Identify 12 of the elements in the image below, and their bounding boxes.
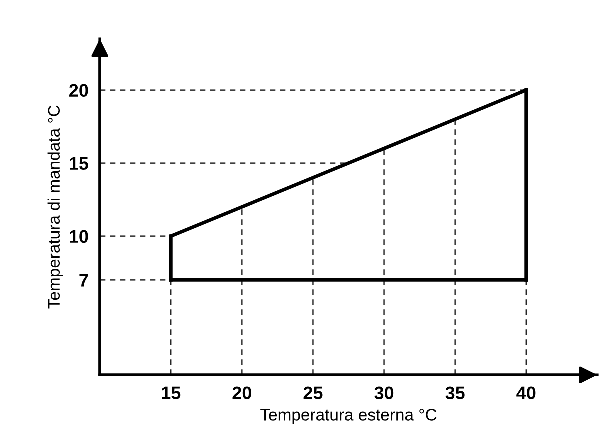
- x-tick-label: 20: [232, 386, 252, 400]
- y-tick-label: 20: [70, 84, 88, 98]
- x-tick-label: 15: [162, 386, 181, 400]
- x-tick-label: 25: [304, 386, 323, 400]
- x-axis-title: Temperatura esterna °C: [260, 409, 437, 424]
- y-tick-label: 15: [70, 157, 88, 170]
- y-tick-label: 10: [70, 230, 88, 244]
- y-tick-label: 7: [80, 274, 88, 287]
- x-tick-label: 30: [374, 386, 394, 400]
- y-axis-title: Temperatura di mandata °C: [48, 106, 64, 309]
- x-tick-label: 40: [516, 386, 536, 400]
- x-tick-label: 35: [446, 386, 465, 400]
